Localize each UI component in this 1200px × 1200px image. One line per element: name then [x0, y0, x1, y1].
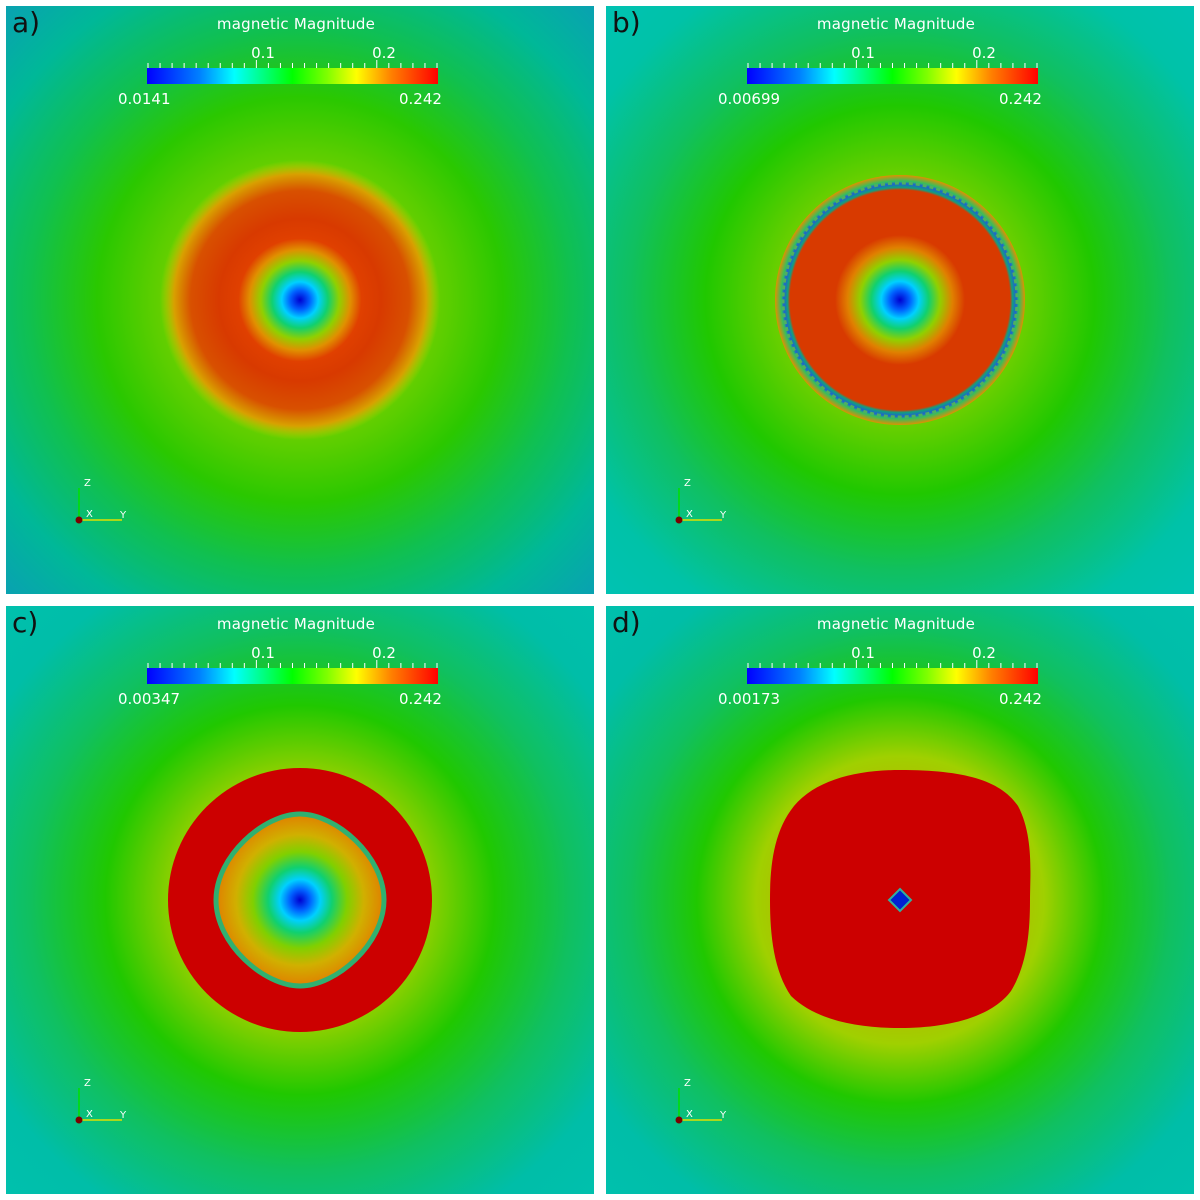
- orientation-axes: Z X Y: [72, 1076, 132, 1126]
- axis-y-label: Y: [720, 1110, 727, 1121]
- axes-icon: [75, 488, 122, 524]
- axes-icon: [75, 1088, 122, 1124]
- axis-z-label: Z: [684, 1078, 691, 1089]
- colorbar-min-label: 0.00699: [718, 90, 781, 108]
- axes-icon: [675, 1088, 722, 1124]
- axes-icon: [675, 488, 722, 524]
- colorbar-tick-label: 0.2: [372, 644, 396, 662]
- colorbar-max-label: 0.242: [999, 90, 1042, 108]
- panel-a: a) magnetic Magnitude 0.1 0.2 0.0141 0.2…: [6, 6, 594, 594]
- colorbar-tick-label: 0.1: [851, 644, 875, 662]
- axis-y-label: Y: [120, 1110, 127, 1121]
- orientation-axes: Z X Y: [672, 1076, 732, 1126]
- axis-x-label: X: [686, 509, 693, 520]
- axis-z-label: Z: [684, 478, 691, 489]
- colorbar-tick-label: 0.1: [251, 644, 275, 662]
- colorbar: [147, 68, 438, 84]
- colorbar-ticks: [147, 60, 438, 68]
- panel-label: b): [612, 6, 641, 39]
- colorbar-tick-label: 0.2: [972, 44, 996, 62]
- axis-x-label: X: [86, 509, 93, 520]
- colorbar-title: magnetic Magnitude: [216, 615, 376, 633]
- axis-y-label: Y: [720, 510, 727, 521]
- colorbar-tick-label: 0.1: [251, 44, 275, 62]
- axis-z-label: Z: [84, 1078, 91, 1089]
- colorbar-min-label: 0.00173: [718, 690, 781, 708]
- field-plot-d: [606, 606, 1194, 1194]
- colorbar-min-label: 0.00347: [118, 690, 181, 708]
- colorbar-max-label: 0.242: [399, 690, 442, 708]
- colorbar-title: magnetic Magnitude: [816, 615, 976, 633]
- panel-label: c): [12, 606, 39, 639]
- colorbar-max-label: 0.242: [999, 690, 1042, 708]
- colorbar-tick-label: 0.1: [851, 44, 875, 62]
- axis-x-label: X: [686, 1109, 693, 1120]
- axis-x-label: X: [86, 1109, 93, 1120]
- axis-y-label: Y: [120, 510, 127, 521]
- colorbar-max-label: 0.242: [399, 90, 442, 108]
- colorbar-title: magnetic Magnitude: [816, 15, 976, 33]
- colorbar-min-label: 0.0141: [118, 90, 171, 108]
- colorbar: [747, 68, 1038, 84]
- colorbar-tick-label: 0.2: [972, 644, 996, 662]
- colorbar-ticks: [747, 660, 1038, 668]
- field-plot-a: [6, 6, 594, 594]
- panel-c: c) magnetic Magnitude 0.1 0.2 0.00347 0.…: [6, 606, 594, 1194]
- axis-z-label: Z: [84, 478, 91, 489]
- orientation-axes: Z X Y: [72, 476, 132, 526]
- panel-b: b) magnetic Magnitude 0.1 0.2 0.00699 0.…: [606, 6, 1194, 594]
- field-plot-c: [6, 606, 594, 1194]
- colorbar: [147, 668, 438, 684]
- colorbar: [747, 668, 1038, 684]
- panel-label: a): [12, 6, 41, 39]
- panel-d: d) magnetic Magnitude 0.1 0.2 0.00173 0.…: [606, 606, 1194, 1194]
- colorbar-ticks: [747, 60, 1038, 68]
- colorbar-title: magnetic Magnitude: [216, 15, 376, 33]
- panel-label: d): [612, 606, 641, 639]
- colorbar-ticks: [147, 660, 438, 668]
- field-plot-b: [606, 6, 1194, 594]
- orientation-axes: Z X Y: [672, 476, 732, 526]
- colorbar-tick-label: 0.2: [372, 44, 396, 62]
